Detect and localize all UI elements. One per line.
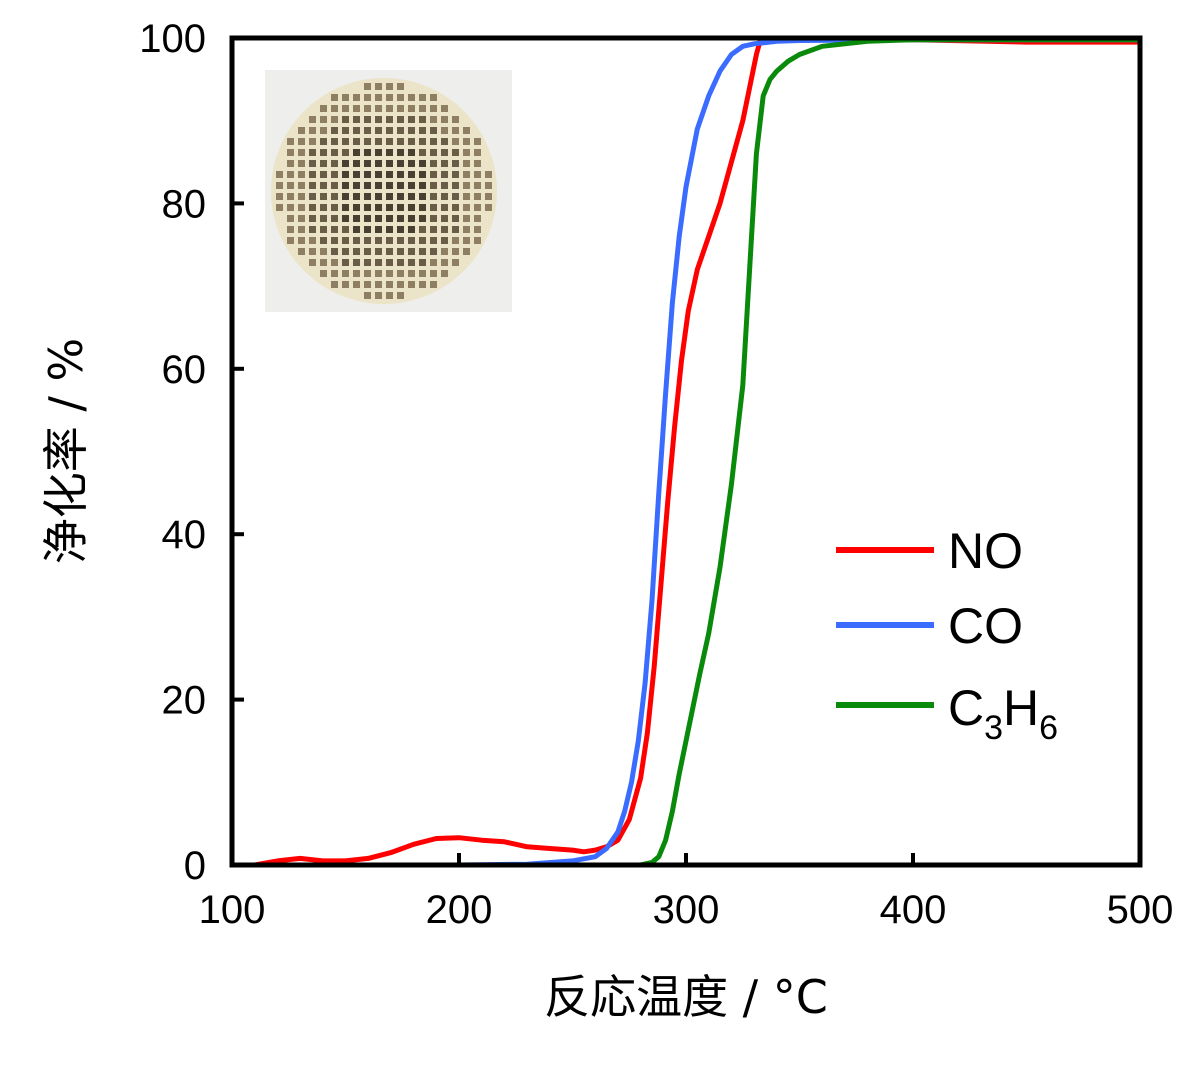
x-tick-label: 100: [199, 888, 266, 932]
x-tick-label: 500: [1107, 888, 1174, 932]
x-axis-title: 反応温度 / °C: [544, 970, 828, 1024]
series-line-co: [232, 38, 1140, 865]
legend-label-co: CO: [948, 598, 1023, 654]
y-tick-label: 60: [162, 348, 207, 392]
legend-label-no: NO: [948, 523, 1023, 579]
series-line-c3h6: [232, 38, 1140, 865]
series-layer: [232, 38, 1140, 865]
x-tick-label: 400: [880, 888, 947, 932]
series-line-no: [232, 38, 1140, 865]
y-tick-label: 20: [162, 679, 207, 723]
x-tick-label: 200: [426, 888, 493, 932]
axis-ticks: 100 200 300 400 500 0 20 40 60 80 100: [139, 17, 1173, 932]
y-tick-label: 80: [162, 182, 207, 226]
y-tick-label: 100: [139, 17, 206, 61]
x-tick-label: 300: [653, 888, 720, 932]
y-tick-label: 40: [162, 513, 207, 557]
honeycomb-catalyst-photo: [265, 70, 512, 312]
y-axis-title: 浄化率 / %: [39, 338, 93, 564]
y-tick-label: 0: [184, 844, 206, 888]
